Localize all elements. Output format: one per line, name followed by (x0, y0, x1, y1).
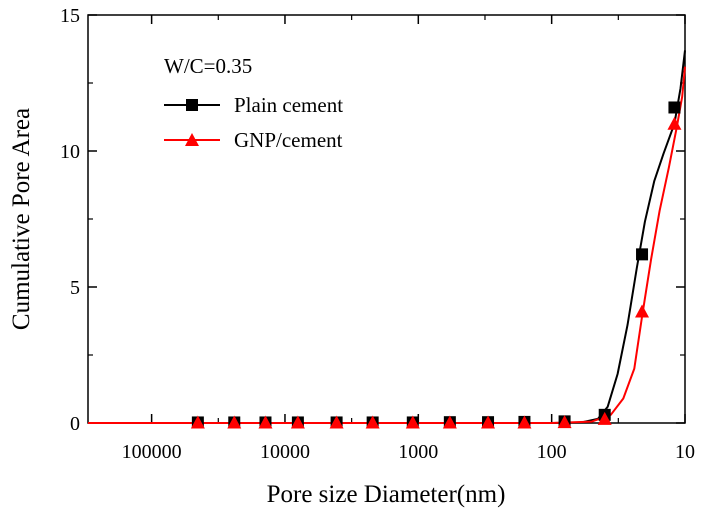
data-point-gnp-cement (481, 415, 496, 429)
data-point-gnp-cement (557, 415, 572, 429)
data-point-plain-cement (636, 248, 649, 261)
series-line-plain-cement (88, 50, 686, 424)
y-axis: 0 5 10 15 (60, 5, 685, 435)
series-markers (190, 101, 682, 429)
legend-marker-square (186, 99, 198, 111)
data-point-gnp-cement (290, 415, 305, 429)
x-tick-label: 10000 (260, 441, 310, 463)
legend-label-plain-cement: Plain cement (234, 93, 343, 117)
series-line-gnp-cement (88, 66, 686, 424)
x-tick-label: 1000 (398, 441, 438, 463)
y-tick-label: 5 (70, 277, 80, 299)
data-point-gnp-cement (329, 415, 344, 429)
x-tick-label: 100 (537, 441, 567, 463)
x-axis: 100000 10000 1000 100 10 (122, 15, 695, 463)
data-point-gnp-cement (517, 415, 532, 429)
x-tick-label: 100000 (122, 441, 182, 463)
legend: Plain cement GNP/cement (164, 93, 343, 152)
data-point-gnp-cement (365, 415, 380, 429)
y-axis-label: Cumulative Pore Area (8, 108, 35, 330)
series-curves (88, 50, 686, 424)
x-axis-label: Pore size Diameter(nm) (267, 481, 506, 508)
data-point-gnp-cement (258, 415, 273, 429)
data-point-gnp-cement (190, 415, 205, 429)
data-point-gnp-cement (405, 415, 420, 429)
legend-marker-triangle (185, 133, 199, 146)
data-point-gnp-cement (667, 116, 682, 130)
legend-label-gnp-cement: GNP/cement (234, 128, 343, 152)
annotation-wc: W/C=0.35 (164, 54, 252, 78)
data-point-gnp-cement (442, 415, 457, 429)
x-tick-label: 10 (675, 441, 695, 463)
y-tick-label: 0 (70, 413, 80, 435)
y-tick-label: 10 (60, 141, 80, 163)
data-point-plain-cement (668, 101, 681, 114)
data-point-gnp-cement (227, 415, 242, 429)
data-point-gnp-cement (635, 304, 650, 318)
y-tick-label: 15 (60, 5, 80, 27)
data-point-gnp-cement (597, 411, 612, 425)
